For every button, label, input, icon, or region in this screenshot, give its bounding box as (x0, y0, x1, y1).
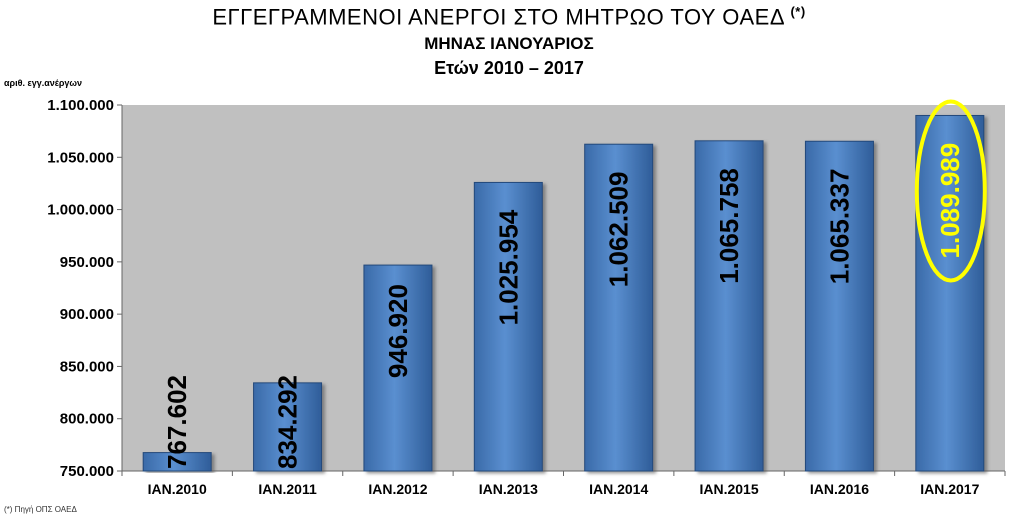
chart-title-text: ΕΓΓΕΓΡΑΜΜΕΝΟΙ ΑΝΕΡΓΟΙ ΣΤΟ ΜΗΤΡΩΟ ΤΟΥ ΟΑΕ… (212, 4, 784, 30)
x-tick-label: ΙΑΝ.2012 (368, 481, 427, 497)
x-tick-label: ΙΑΝ.2016 (810, 481, 869, 497)
bar-3 (363, 264, 433, 472)
x-tick-label: ΙΑΝ.2015 (699, 481, 758, 497)
bar-4 (473, 181, 543, 472)
y-tick-label: 950.000 (60, 254, 114, 271)
chart-title-marker: (*) (790, 4, 806, 19)
y-tick-label: 1.050.000 (47, 149, 114, 166)
chart-title-block: ΕΓΓΕΓΡΑΜΜΕΝΟΙ ΑΝΕΡΓΟΙ ΣΤΟ ΜΗΤΡΩΟ ΤΟΥ ΟΑΕ… (0, 4, 1018, 79)
data-label-3: 946.920 (383, 284, 413, 378)
data-label-1: 767.602 (162, 375, 192, 469)
x-tick-label: ΙΑΝ.2011 (258, 481, 317, 497)
y-tick-label: 850.000 (60, 358, 114, 375)
data-label-5: 1.062.509 (604, 172, 634, 288)
bar-1 (142, 452, 212, 472)
x-tick-label: ΙΑΝ.2013 (479, 481, 538, 497)
bar-6 (694, 140, 764, 472)
chart-subtitle-years: Ετών 2010 – 2017 (434, 58, 584, 79)
data-label-7: 1.065.337 (824, 169, 854, 285)
bar-5 (584, 143, 654, 472)
x-tick-label: ΙΑΝ.2010 (148, 481, 207, 497)
y-tick-label: 1.000.000 (47, 202, 114, 219)
highlight-ellipse (914, 99, 987, 283)
data-label-8: 1.089.989 (935, 143, 965, 259)
y-tick-label: 750.000 (60, 463, 114, 480)
source-footnote: (*) Πηγή ΟΠΣ ΟΑΕΔ (4, 505, 77, 514)
x-tick-label: ΙΑΝ.2017 (920, 481, 979, 497)
y-tick-label: 800.000 (60, 411, 114, 428)
data-label-4: 1.025.954 (493, 209, 523, 325)
data-label-2: 834.292 (273, 375, 303, 469)
y-axis-label: αριθ. εγγ.ανέργων (4, 78, 83, 88)
bar-7 (804, 140, 874, 472)
x-tick-label: ΙΑΝ.2014 (589, 481, 648, 497)
chart-subtitle-month: ΜΗΝΑΣ ΙΑΝΟΥΑΡΙΟΣ (424, 34, 594, 54)
y-tick-label: 900.000 (60, 306, 114, 323)
data-label-6: 1.065.758 (714, 168, 744, 284)
bar-2 (253, 382, 323, 472)
chart-title: ΕΓΓΕΓΡΑΜΜΕΝΟΙ ΑΝΕΡΓΟΙ ΣΤΟ ΜΗΤΡΩΟ ΤΟΥ ΟΑΕ… (0, 4, 1018, 30)
bar-8 (915, 114, 985, 472)
y-tick-label: 1.100.000 (47, 97, 114, 114)
